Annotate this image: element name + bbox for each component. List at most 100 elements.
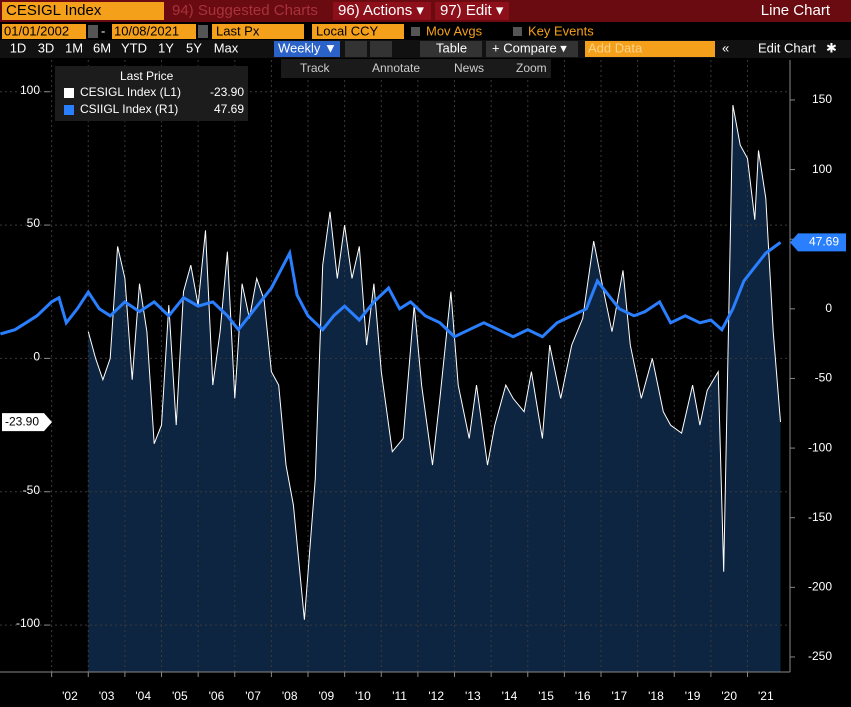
x-tick-label: '03: [99, 689, 115, 703]
start-date[interactable]: 01/01/2002: [4, 23, 69, 38]
y2-tick-label: -50: [815, 371, 833, 385]
value-tag-label: -23.90: [5, 414, 39, 428]
add-data-field[interactable]: [585, 41, 715, 57]
security[interactable]: CESIGL Index: [6, 2, 102, 19]
tools-bar: [281, 59, 551, 78]
legend-swatch: [64, 88, 74, 98]
period[interactable]: 6M: [93, 40, 111, 55]
legend: Last Price CESIGL Index (L1) -23.90 CSIIGL…: [55, 66, 248, 121]
x-tick-label: '06: [209, 689, 225, 703]
x-tick-label: '19: [685, 689, 701, 703]
tool[interactable]: Annotate: [372, 61, 420, 75]
checkbox[interactable]: [411, 27, 420, 36]
tool[interactable]: News: [454, 61, 484, 75]
legend-value: 47.69: [214, 102, 244, 116]
tool[interactable]: Track: [300, 61, 331, 75]
y-tick-label: 0: [33, 350, 40, 364]
edit-chart[interactable]: Edit Chart: [758, 40, 816, 55]
x-tick-label: '21: [758, 689, 774, 703]
x-tick-label: '17: [612, 689, 628, 703]
period[interactable]: 1Y: [158, 40, 174, 55]
legend-value: -23.90: [210, 85, 244, 99]
period-buttons: 1D 3D 1M 6M YTD 1Y 5Y Max: [10, 40, 239, 55]
line-style-button[interactable]: [345, 41, 367, 57]
compare[interactable]: + Compare ▾: [492, 40, 567, 55]
x-tick-label: '13: [465, 689, 481, 703]
end-date-field[interactable]: [112, 24, 196, 39]
y2-tick-label: 150: [812, 92, 832, 106]
legend-label: CSIIGL Index (R1): [80, 102, 178, 116]
period[interactable]: 1D: [10, 40, 27, 55]
field[interactable]: Last Px: [216, 23, 260, 38]
mov-avgs[interactable]: Mov Avgs: [426, 23, 483, 38]
x-tick-label: '18: [648, 689, 664, 703]
currency-select[interactable]: [312, 24, 404, 39]
line: [87, 105, 781, 620]
x-tick-label: '20: [721, 689, 737, 703]
x-tick-label: '11: [392, 689, 407, 703]
value-tag: [2, 413, 52, 432]
currency[interactable]: Local CCY: [316, 23, 378, 38]
table-button[interactable]: [420, 41, 482, 57]
x-tick-label: '14: [502, 689, 518, 703]
compare-button[interactable]: [486, 41, 578, 57]
suggested-charts[interactable]: 94) Suggested Charts: [172, 2, 318, 19]
add-data[interactable]: Add Data: [588, 40, 643, 55]
settings-icon[interactable]: ✱: [826, 40, 837, 55]
security-field[interactable]: [2, 2, 164, 20]
period[interactable]: 3D: [38, 40, 55, 55]
y2-tick-label: -100: [808, 440, 832, 454]
x-tick-label: '07: [245, 689, 261, 703]
x-tick-label: '16: [575, 689, 591, 703]
x-tick-label: '15: [538, 689, 554, 703]
x-tick-label: '12: [428, 689, 444, 703]
period[interactable]: 5Y: [186, 40, 202, 55]
y2-tick-label: -200: [808, 580, 832, 594]
y-tick-label: 50: [27, 216, 41, 230]
y2-tick-label: -250: [808, 649, 832, 663]
y2-tick-label: 0: [825, 301, 832, 315]
tool[interactable]: Zoom: [516, 61, 547, 75]
x-tick-label: '02: [62, 689, 78, 703]
legend-box: [55, 66, 248, 121]
frequency-button[interactable]: [274, 41, 340, 57]
calendar-icon[interactable]: [198, 25, 208, 38]
axis-button[interactable]: [370, 41, 392, 57]
end-date[interactable]: 10/08/2021: [114, 23, 179, 38]
frequency[interactable]: Weekly ▼: [278, 40, 337, 55]
x-tick-label: '04: [135, 689, 151, 703]
edit-button[interactable]: [435, 2, 509, 20]
legend-title: Last Price: [120, 69, 174, 83]
table[interactable]: Table: [436, 40, 467, 55]
edit[interactable]: 97) Edit ▾: [440, 2, 504, 19]
start-date-field[interactable]: [2, 24, 86, 39]
y-tick-label: -100: [16, 616, 40, 630]
x-tick-label: '10: [355, 689, 371, 703]
chart-type: Line Chart: [761, 2, 831, 19]
value-tag-label: 47.69: [809, 235, 839, 249]
period[interactable]: 1M: [65, 40, 83, 55]
chart-tools: Track Annotate News Zoom: [281, 59, 551, 78]
date-separator: -: [101, 23, 105, 38]
line: [0, 241, 782, 339]
collapse-icon[interactable]: «: [722, 40, 729, 55]
actions-button[interactable]: [333, 2, 431, 20]
legend-swatch: [64, 105, 74, 115]
period[interactable]: YTD: [121, 40, 147, 55]
field-select[interactable]: [212, 24, 304, 39]
period[interactable]: Max: [214, 40, 239, 55]
calendar-icon[interactable]: [88, 25, 98, 38]
legend-label: CESIGL Index (L1): [80, 85, 181, 99]
x-tick-label: '09: [319, 689, 335, 703]
key-events[interactable]: Key Events: [528, 23, 594, 38]
value-tag: [790, 233, 846, 252]
checkbox[interactable]: [513, 27, 522, 36]
x-tick-label: '08: [282, 689, 298, 703]
actions[interactable]: 96) Actions ▾: [338, 2, 424, 19]
y-tick-label: -50: [23, 483, 41, 497]
x-tick-label: '05: [172, 689, 188, 703]
y2-tick-label: -150: [808, 510, 832, 524]
y-tick-label: 100: [20, 83, 40, 97]
